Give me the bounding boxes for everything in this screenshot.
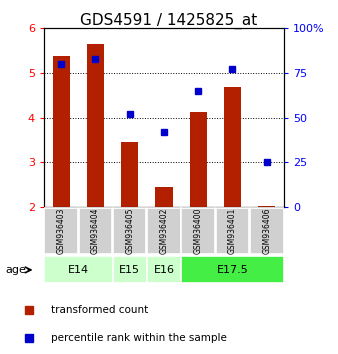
Bar [44, 256, 113, 284]
Text: age: age [5, 265, 26, 275]
Bar [155, 187, 172, 207]
Bar [113, 256, 147, 284]
Text: GSM936403: GSM936403 [56, 208, 66, 254]
Bar [190, 112, 207, 207]
Bar [250, 207, 284, 255]
Text: GSM936400: GSM936400 [194, 208, 203, 254]
Text: E14: E14 [68, 265, 89, 275]
Bar [87, 44, 104, 207]
Bar [182, 207, 215, 255]
Text: E15: E15 [119, 265, 140, 275]
Bar [147, 256, 181, 284]
Bar [52, 56, 70, 207]
Text: E17.5: E17.5 [217, 265, 248, 275]
Bar [113, 207, 146, 255]
Bar [258, 206, 275, 207]
Bar [216, 207, 249, 255]
Bar [44, 207, 78, 255]
Bar [78, 207, 112, 255]
Text: GSM936401: GSM936401 [228, 208, 237, 254]
Text: GSM936402: GSM936402 [160, 208, 168, 254]
Bar [121, 142, 138, 207]
Bar [181, 256, 284, 284]
Bar [224, 87, 241, 207]
Text: E16: E16 [153, 265, 174, 275]
Text: GSM936406: GSM936406 [262, 208, 271, 254]
Text: percentile rank within the sample: percentile rank within the sample [51, 333, 227, 343]
Text: GSM936405: GSM936405 [125, 208, 134, 254]
Text: GSM936404: GSM936404 [91, 208, 100, 254]
Text: GDS4591 / 1425825_at: GDS4591 / 1425825_at [80, 12, 258, 29]
Text: transformed count: transformed count [51, 305, 148, 315]
Bar [147, 207, 181, 255]
